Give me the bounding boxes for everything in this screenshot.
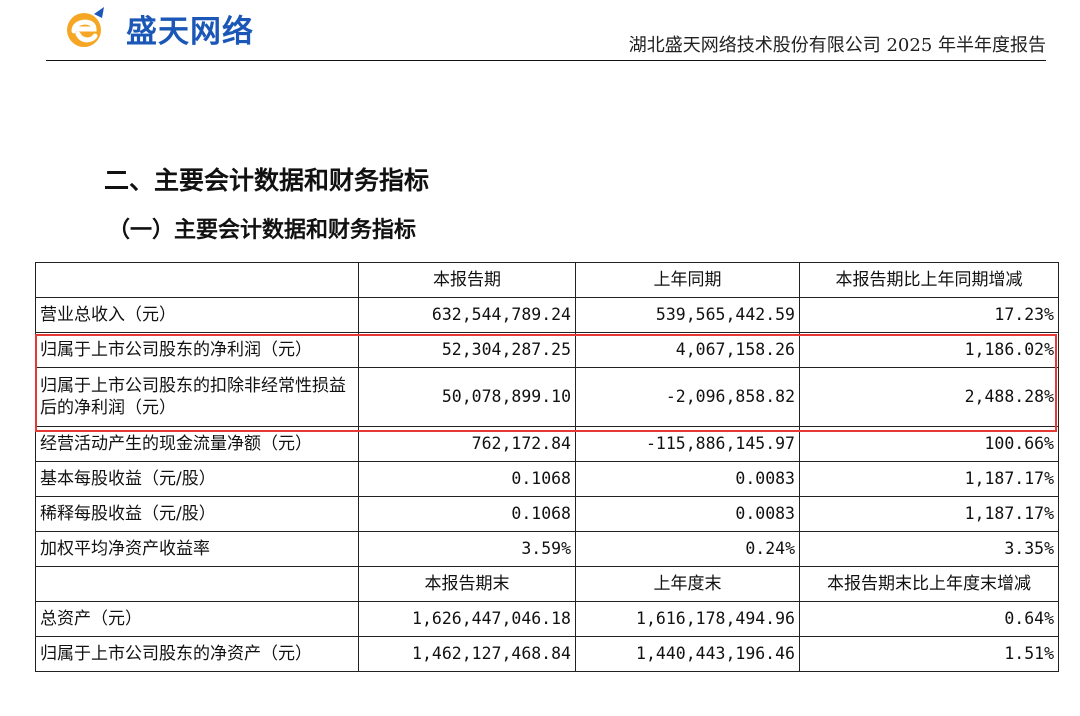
column-header: 上年度末 [575, 566, 800, 602]
value-cell: 1,626,447,046.18 [358, 601, 576, 637]
value-cell: 50,078,899.10 [358, 367, 576, 427]
value-cell: 100.66% [799, 426, 1059, 462]
table-row: 经营活动产生的现金流量净额（元） 762,172.84 -115,886,145.9… [35, 426, 1059, 462]
value-cell: 1,462,127,468.84 [358, 636, 576, 672]
table-row: 归属于上市公司股东的扣除非经常性损益后的净利润（元） 50,078,899.10-… [35, 367, 1059, 427]
table-header-row: 本报告期末 上年度末 本报告期末比上年度末增减 [35, 566, 1059, 602]
value-cell: 3.35% [799, 531, 1059, 567]
value-cell: 1,616,178,494.96 [575, 601, 800, 637]
value-cell: 2,488.28% [799, 367, 1059, 427]
value-cell: 3.59% [358, 531, 576, 567]
value-cell: 17.23% [799, 297, 1059, 333]
logo-text: 盛天网络 [126, 13, 254, 50]
value-cell: 0.0083 [575, 496, 800, 532]
row-label: 归属于上市公司股东的扣除非经常性损益后的净利润（元） [35, 367, 359, 427]
table-row: 基本每股收益（元/股） 0.1068 0.0083 1,187.17% [35, 461, 1059, 497]
row-label: 加权平均净资产收益率 [35, 531, 359, 567]
subsection-title: （一）主要会计数据和财务指标 [108, 218, 417, 243]
table-header-row: 本报告期 上年同期 本报告期比上年同期增减 [35, 262, 1059, 298]
value-cell: 4,067,158.26 [575, 332, 800, 368]
value-cell: 539,565,442.59 [575, 297, 800, 333]
row-label: 归属于上市公司股东的净资产（元） [35, 636, 359, 672]
column-header [35, 262, 359, 298]
value-cell: 632,544,789.24 [358, 297, 576, 333]
table-row: 加权平均净资产收益率 3.59% 0.24% 3.35% [35, 531, 1059, 567]
value-cell: 0.0083 [575, 461, 800, 497]
row-label: 总资产（元） [35, 601, 359, 637]
value-cell: 0.64% [799, 601, 1059, 637]
table-row: 归属于上市公司股东的净资产（元） 1,462,127,468.84 1,440,44… [35, 636, 1059, 672]
table-row: 稀释每股收益（元/股） 0.1068 0.0083 1,187.17% [35, 496, 1059, 532]
column-header: 本报告期比上年同期增减 [799, 262, 1059, 298]
report-title: 湖北盛天网络技术股份有限公司 2025 年半年度报告 [628, 35, 1046, 56]
column-header: 本报告期 [358, 262, 576, 298]
value-cell: 1,187.17% [799, 461, 1059, 497]
logo-e-icon [67, 7, 104, 47]
value-cell: -2,096,858.82 [575, 367, 800, 427]
row-label: 归属于上市公司股东的净利润（元） [35, 332, 359, 368]
value-cell: 1,186.02% [799, 332, 1059, 368]
company-logo: 盛天网络 [60, 4, 254, 52]
row-label: 稀释每股收益（元/股） [35, 496, 359, 532]
row-label: 基本每股收益（元/股） [35, 461, 359, 497]
value-cell: 0.24% [575, 531, 800, 567]
header-divider [46, 60, 1046, 61]
table-row: 总资产（元） 1,626,447,046.18 1,616,178,494.96 0.… [35, 601, 1059, 637]
financial-indicators-table: 本报告期 上年同期 本报告期比上年同期增减 营业总收入（元） 632,544,789.2… [35, 262, 1059, 672]
value-cell: -115,886,145.97 [575, 426, 800, 462]
section-title: 二、主要会计数据和财务指标 [104, 166, 430, 195]
table-row: 营业总收入（元） 632,544,789.24 539,565,442.59 17.2… [35, 297, 1059, 333]
table-row: 归属于上市公司股东的净利润（元） 52,304,287.25 4,067,158.2… [35, 332, 1059, 368]
value-cell: 52,304,287.25 [358, 332, 576, 368]
value-cell: 762,172.84 [358, 426, 576, 462]
value-cell: 1,187.17% [799, 496, 1059, 532]
column-header: 本报告期末比上年度末增减 [799, 566, 1059, 602]
value-cell: 1.51% [799, 636, 1059, 672]
column-header [35, 566, 359, 602]
value-cell: 0.1068 [358, 461, 576, 497]
row-label: 营业总收入（元） [35, 297, 359, 333]
row-label: 经营活动产生的现金流量净额（元） [35, 426, 359, 462]
value-cell: 1,440,443,196.46 [575, 636, 800, 672]
value-cell: 0.1068 [358, 496, 576, 532]
column-header: 本报告期末 [358, 566, 576, 602]
column-header: 上年同期 [575, 262, 800, 298]
